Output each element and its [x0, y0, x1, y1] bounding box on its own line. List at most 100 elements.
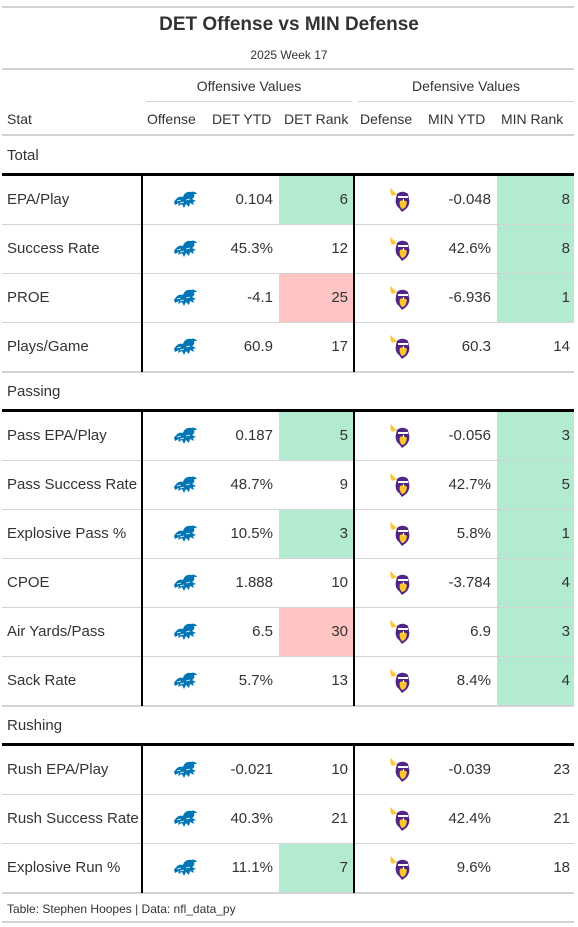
min-rank-value: 18 — [553, 859, 570, 876]
det-rank-highlight — [279, 176, 353, 224]
row-rule — [2, 371, 574, 373]
stat-label: CPOE — [7, 574, 50, 591]
det-ytd-value: 45.3% — [230, 240, 273, 257]
minnesota-vikings-logo-icon — [388, 285, 414, 316]
det-rank-value: 10 — [331, 761, 348, 778]
offense-divider — [141, 412, 143, 706]
min-rank-value: 21 — [553, 810, 570, 827]
min-rank-highlight — [497, 657, 574, 705]
spanner-defensive-values: Defensive Values — [412, 78, 520, 94]
det-rank-highlight — [279, 844, 353, 892]
min-ytd-value: -0.039 — [448, 761, 491, 778]
stat-label: Pass EPA/Play — [7, 427, 107, 444]
table-title: DET Offense vs MIN Defense — [159, 14, 419, 35]
min-rank-highlight — [497, 176, 574, 224]
detroit-lions-logo-icon — [172, 808, 200, 835]
min-rank-highlight — [497, 225, 574, 273]
table-subtitle: 2025 Week 17 — [250, 48, 328, 62]
det-rank-value: 10 — [331, 574, 348, 591]
min-rank-highlight — [497, 608, 574, 656]
row-group-label: Passing — [7, 383, 61, 400]
detroit-lions-logo-icon — [172, 336, 200, 363]
det-rank-value: 5 — [339, 427, 348, 444]
det-rank-highlight — [279, 412, 353, 460]
row-rule — [2, 656, 574, 657]
min-rank-value: 1 — [561, 289, 570, 306]
minnesota-vikings-logo-icon — [388, 668, 414, 699]
stat-label: Pass Success Rate — [7, 476, 138, 493]
column-header-stat: Stat — [7, 111, 32, 127]
min-rank-value: 3 — [561, 623, 570, 640]
row-group-label: Rushing — [7, 717, 63, 734]
det-rank-highlight — [279, 274, 353, 322]
stat-label: Sack Rate — [7, 672, 77, 689]
stat-label: PROE — [7, 289, 50, 306]
column-header-det-rank: DET Rank — [284, 111, 349, 127]
row-rule — [2, 705, 574, 707]
min-ytd-value: 5.8% — [456, 525, 491, 542]
row-rule — [2, 460, 574, 461]
bottom-rule — [2, 921, 574, 923]
column-header-rule — [2, 134, 574, 136]
detroit-lions-logo-icon — [172, 670, 200, 697]
column-header-det-ytd: DET YTD — [212, 111, 272, 127]
offense-divider — [141, 176, 143, 372]
det-ytd-value: 10.5% — [230, 525, 273, 542]
offense-divider — [141, 746, 143, 893]
stat-label: Rush Success Rate — [7, 810, 139, 827]
minnesota-vikings-logo-icon — [388, 334, 414, 365]
det-ytd-value: 1.888 — [235, 574, 273, 591]
det-rank-value: 13 — [331, 672, 348, 689]
column-header-min-ytd: MIN YTD — [428, 111, 486, 127]
det-ytd-value: 11.1% — [231, 859, 273, 876]
min-rank-highlight — [497, 412, 574, 460]
min-ytd-value: 60.3 — [461, 338, 491, 355]
min-rank-value: 4 — [561, 574, 570, 591]
min-rank-highlight — [497, 510, 574, 558]
minnesota-vikings-logo-icon — [388, 472, 414, 503]
detroit-lions-logo-icon — [172, 621, 200, 648]
detroit-lions-logo-icon — [172, 523, 200, 550]
detroit-lions-logo-icon — [172, 425, 200, 452]
det-rank-highlight — [279, 608, 353, 656]
row-group-label: Total — [7, 147, 39, 164]
defense-divider — [353, 746, 355, 893]
min-rank-value: 3 — [561, 427, 570, 444]
minnesota-vikings-logo-icon — [388, 619, 414, 650]
min-rank-value: 5 — [561, 476, 570, 493]
detroit-lions-logo-icon — [172, 857, 200, 884]
row-rule — [2, 558, 574, 559]
minnesota-vikings-logo-icon — [388, 187, 414, 218]
stat-label: Success Rate — [7, 240, 100, 257]
minnesota-vikings-logo-icon — [388, 855, 414, 886]
min-ytd-value: 42.7% — [448, 476, 491, 493]
min-ytd-value: 6.9 — [470, 623, 491, 640]
row-rule — [2, 322, 574, 323]
min-ytd-value: 8.4% — [456, 672, 491, 689]
min-rank-value: 1 — [561, 525, 570, 542]
row-rule — [2, 794, 574, 795]
det-rank-value: 3 — [339, 525, 348, 542]
stat-label: Rush EPA/Play — [7, 761, 109, 778]
defense-divider — [353, 176, 355, 372]
det-ytd-value: -4.1 — [247, 289, 273, 306]
min-ytd-value: -0.048 — [448, 191, 491, 208]
stat-label: Explosive Pass % — [7, 525, 127, 542]
min-rank-highlight — [497, 274, 574, 322]
det-rank-value: 7 — [339, 859, 348, 876]
minnesota-vikings-logo-icon — [388, 423, 414, 454]
det-rank-value: 12 — [331, 240, 348, 257]
detroit-lions-logo-icon — [172, 759, 200, 786]
det-ytd-value: 5.7% — [238, 672, 273, 689]
min-rank-value: 4 — [561, 672, 570, 689]
det-ytd-value: 48.7% — [230, 476, 273, 493]
det-rank-highlight — [279, 510, 353, 558]
detroit-lions-logo-icon — [172, 287, 200, 314]
minnesota-vikings-logo-icon — [388, 806, 414, 837]
group-rule — [2, 173, 574, 176]
group-rule — [2, 409, 574, 412]
min-rank-value: 8 — [561, 191, 570, 208]
det-ytd-value: 0.187 — [235, 427, 273, 444]
spanner-defensive-line — [358, 101, 574, 102]
